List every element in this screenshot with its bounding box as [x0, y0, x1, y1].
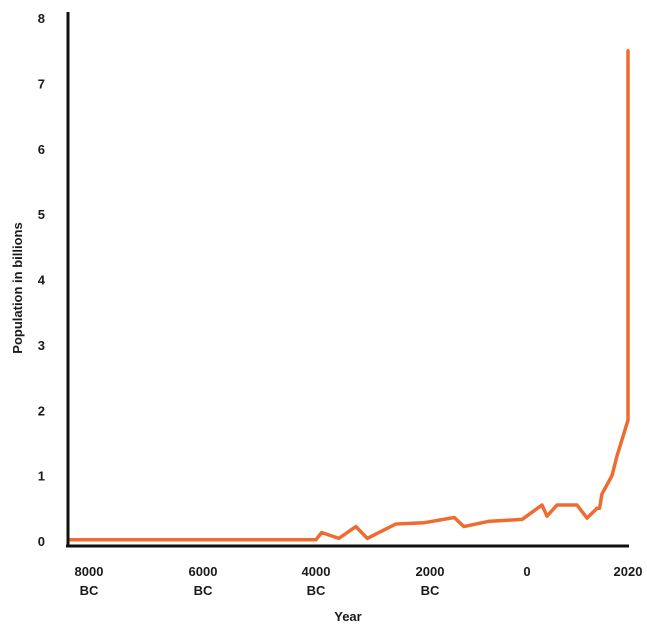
x-tick-label: 2000 BC	[416, 564, 445, 598]
y-tick-label: 5	[38, 207, 45, 222]
x-tick-label-line: 0	[523, 564, 530, 579]
x-tick-label: 2020	[614, 564, 643, 579]
y-tick-label: 7	[38, 76, 45, 91]
x-tick-label-line: BC	[194, 583, 213, 598]
x-tick-label-line: 2020	[614, 564, 643, 579]
population-line	[68, 48, 630, 542]
x-axis-ticks: 8000 BC 6000 BC 4000 BC 2000 BC 0 2020	[75, 564, 643, 598]
x-tick-label: 4000 BC	[302, 564, 331, 598]
x-tick-label: 8000 BC	[75, 564, 104, 598]
y-tick-label: 3	[38, 338, 45, 353]
y-tick-label: 8	[38, 11, 45, 26]
x-tick-label-line: 8000	[75, 564, 104, 579]
x-axis-title: Year	[334, 609, 361, 624]
x-tick-label-line: 6000	[189, 564, 218, 579]
x-tick-label-line: BC	[421, 583, 440, 598]
y-axis-title: Population in billions	[10, 222, 25, 353]
x-tick-label: 6000 BC	[189, 564, 218, 598]
x-tick-label-line: BC	[307, 583, 326, 598]
x-tick-label-line: 2000	[416, 564, 445, 579]
y-tick-label: 2	[38, 403, 45, 418]
y-tick-label: 6	[38, 142, 45, 157]
x-tick-label-line: 4000	[302, 564, 331, 579]
y-tick-label: 1	[38, 469, 45, 484]
y-tick-label: 4	[38, 273, 46, 288]
x-tick-label: 0	[523, 564, 530, 579]
x-tick-label-line: BC	[80, 583, 99, 598]
y-tick-label: 0	[38, 534, 45, 549]
y-axis-ticks: 0 1 2 3 4 5 6 7 8	[38, 11, 46, 549]
